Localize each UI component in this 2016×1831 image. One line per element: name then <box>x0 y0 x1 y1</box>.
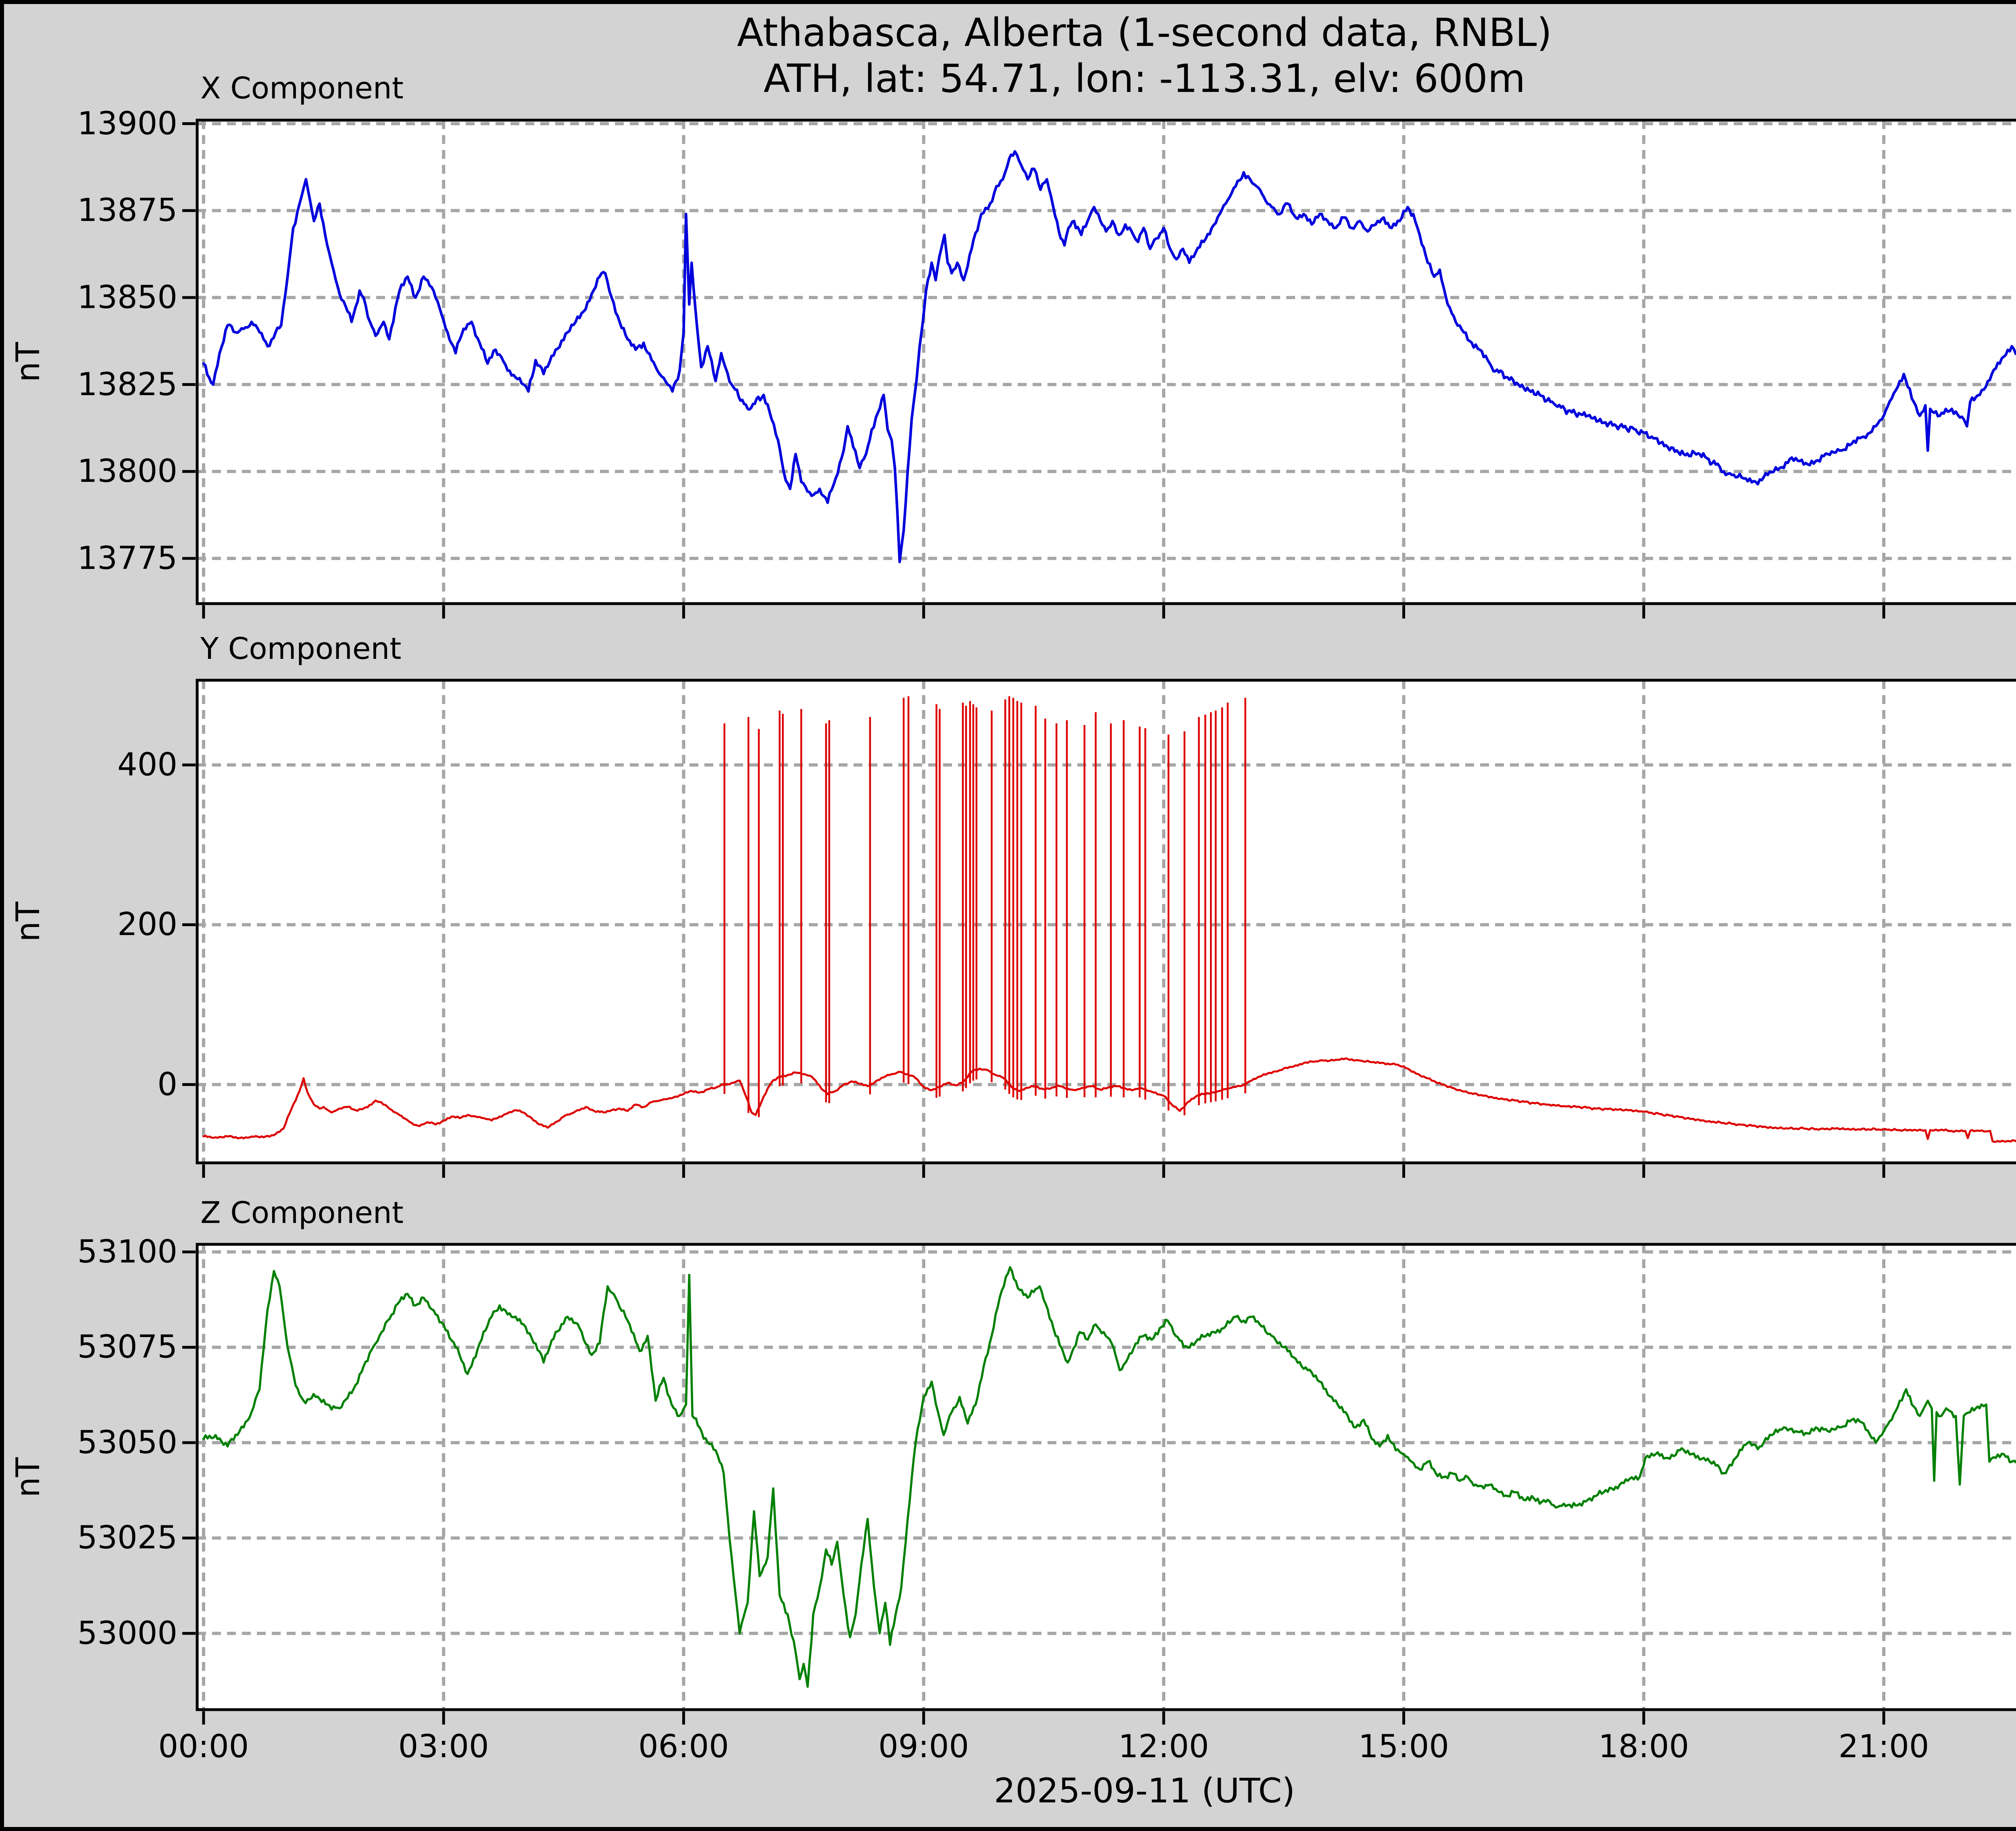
y-tick-label: 13850 <box>77 279 177 316</box>
axes-spines <box>196 119 2016 605</box>
panel-title-x-component: X Component <box>200 71 404 106</box>
axes-spines <box>196 679 2016 1164</box>
figure-subtitle: ATH, lat: 54.71, lon: -113.31, elv: 600m <box>763 56 1526 101</box>
y-tick-label: 400 <box>117 747 177 783</box>
axes-spines <box>196 1243 2016 1711</box>
y-tick-label: 13900 <box>77 105 177 142</box>
x-tick-label: 15:00 <box>1358 1729 1449 1765</box>
x-tick-label: 00:00 <box>158 1729 249 1765</box>
panel-title-z-component: Z Component <box>200 1196 404 1230</box>
spike-glitches <box>723 696 1246 1117</box>
x-tick-label: 03:00 <box>398 1729 489 1765</box>
x-component-line <box>202 150 2016 563</box>
plot-background <box>197 1244 2016 1710</box>
y-component-line <box>202 1057 2016 1143</box>
y-tick-label: 13825 <box>77 366 177 403</box>
y-tick-label: 53100 <box>77 1233 177 1270</box>
y-tick-label: 13800 <box>77 453 177 490</box>
x-tick-label: 12:00 <box>1118 1729 1209 1765</box>
x-tick-label: 21:00 <box>1838 1729 1929 1765</box>
x-tick-label: 18:00 <box>1598 1729 1689 1765</box>
y-tick-label: 53050 <box>77 1424 177 1461</box>
figure-title: Athabasca, Alberta (1-second data, RNBL) <box>737 10 1552 55</box>
x-tick-label: 06:00 <box>638 1729 729 1765</box>
x-tick-label: 09:00 <box>878 1729 969 1765</box>
x-axis-label: 2025-09-11 (UTC) <box>994 1771 1295 1810</box>
y-component-plot <box>182 679 2016 1178</box>
y-tick-label: 13875 <box>77 192 177 229</box>
z-component-plot <box>182 1243 2016 1725</box>
y-tick-label: 53000 <box>77 1615 177 1652</box>
y-tick-label: 53075 <box>77 1329 177 1366</box>
y-tick-label: 200 <box>117 906 177 943</box>
y-tick-label: 13775 <box>77 540 177 577</box>
y-tick-label: 0 <box>157 1066 177 1103</box>
plot-background <box>197 120 2016 604</box>
y-tick-label: 53025 <box>77 1520 177 1556</box>
plot-background <box>197 680 2016 1163</box>
panel-title-y-component: Y Component <box>200 631 402 666</box>
x-component-plot <box>182 119 2016 619</box>
z-component-line <box>202 1266 2016 1688</box>
